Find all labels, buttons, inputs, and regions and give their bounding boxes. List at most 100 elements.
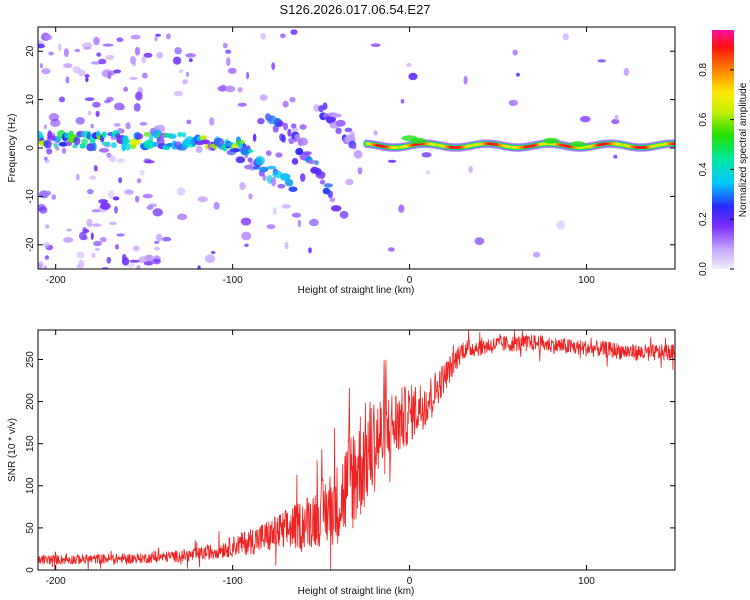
track-blob <box>322 102 328 110</box>
snr-frame <box>37 329 676 571</box>
noise-blob <box>225 49 232 54</box>
noise-blob <box>421 152 432 158</box>
noise-blob <box>118 177 123 184</box>
noise-blob <box>178 69 183 73</box>
noise-blob <box>239 182 246 191</box>
track-blob <box>200 139 211 145</box>
noise-blob <box>148 203 157 208</box>
snr-x-tick-label: -200 <box>46 576 66 587</box>
noise-blob <box>259 94 268 101</box>
noise-blob <box>91 252 96 259</box>
track-blob <box>319 179 326 185</box>
noise-blob <box>244 243 249 247</box>
noise-blob <box>96 52 102 57</box>
noise-blob <box>90 232 94 240</box>
noise-blob <box>188 58 193 62</box>
track-blob <box>58 141 68 147</box>
snr-panel: -200 -100 0 100 0 50 100 150 200 250 Height of st… <box>7 329 676 597</box>
track-blob <box>259 166 269 173</box>
noise-blob <box>65 76 70 84</box>
noise-blob <box>72 66 81 74</box>
noise-blob <box>48 51 54 56</box>
noise-blob <box>300 173 306 182</box>
noise-blob <box>308 247 312 254</box>
noise-blob <box>176 187 186 196</box>
noise-blob <box>95 110 100 117</box>
noise-blob <box>75 173 80 181</box>
noise-blob <box>290 123 297 129</box>
noise-blob <box>284 241 289 250</box>
track-blob <box>275 120 284 127</box>
noise-blob <box>116 37 124 42</box>
track-blob <box>255 155 265 166</box>
noise-blob <box>130 56 136 65</box>
carrier-bump <box>410 137 427 144</box>
noise-blob <box>275 152 283 158</box>
noise-blob <box>508 99 518 107</box>
noise-blob <box>93 240 102 247</box>
snr-x-axis-label: Height of straight line (km) <box>298 586 415 597</box>
track-blob <box>240 147 249 156</box>
noise-blob <box>161 236 172 242</box>
noise-blob <box>84 97 95 102</box>
noise-blob <box>93 165 98 172</box>
track-blob <box>101 131 107 138</box>
noise-blob <box>115 244 119 250</box>
noise-blob <box>211 251 216 254</box>
noise-blob <box>556 220 566 230</box>
noise-blob <box>114 102 125 111</box>
noise-blob <box>107 190 115 199</box>
noise-blob <box>291 212 302 218</box>
noise-blob <box>135 91 143 101</box>
track-blob <box>277 183 286 189</box>
noise-blob <box>46 190 52 196</box>
noise-blob <box>41 68 51 75</box>
noise-blob <box>262 174 267 181</box>
track-blob <box>272 170 283 179</box>
snr-y-tick-label: 50 <box>25 522 36 534</box>
snr-ticks: -200 -100 0 100 0 50 100 150 200 250 <box>25 330 675 587</box>
noise-blob <box>195 145 203 153</box>
noise-blob <box>43 124 48 130</box>
track-blob <box>53 143 58 149</box>
noise-blob <box>156 52 164 59</box>
noise-blob <box>75 117 85 125</box>
noise-blob <box>280 33 286 39</box>
noise-blob <box>48 113 60 122</box>
noise-blob <box>173 90 184 97</box>
track-blob <box>335 119 346 127</box>
figure-title: S126.2026.017.06.54.E27 <box>279 2 430 17</box>
track-blob <box>318 105 324 113</box>
noise-blob <box>197 265 201 269</box>
colorbar-label: Normalized spectral amplitude <box>738 82 749 217</box>
track-blob <box>247 157 253 163</box>
noise-blob <box>217 85 228 92</box>
noise-blob <box>132 245 140 252</box>
track-blob <box>266 165 277 170</box>
noise-blob <box>51 194 57 200</box>
noise-blob <box>516 72 520 77</box>
track-blob <box>242 143 247 150</box>
noise-blob <box>204 254 216 264</box>
track-blob <box>152 141 158 148</box>
noise-blob <box>532 251 541 258</box>
noise-blob <box>113 123 121 127</box>
noise-blob <box>91 223 102 227</box>
track-blob <box>252 166 260 170</box>
noise-blob <box>38 206 48 214</box>
noise-blob <box>58 43 62 52</box>
noise-blob <box>141 56 147 64</box>
spectrogram-y-tick-label: 20 <box>25 45 36 57</box>
noise-blob <box>266 150 272 157</box>
noise-blob <box>182 79 188 85</box>
noise-blob <box>102 43 114 47</box>
spectrogram-x-tick-label: 0 <box>407 275 413 286</box>
noise-blob <box>398 204 405 213</box>
spectrogram-y-axis-label: Frequency (Hz) <box>7 114 18 183</box>
noise-blob <box>425 170 431 175</box>
noise-blob <box>387 247 395 252</box>
track-blob <box>344 127 353 133</box>
noise-blob <box>226 57 231 67</box>
noise-blob <box>99 202 111 210</box>
noise-blob <box>81 235 88 241</box>
